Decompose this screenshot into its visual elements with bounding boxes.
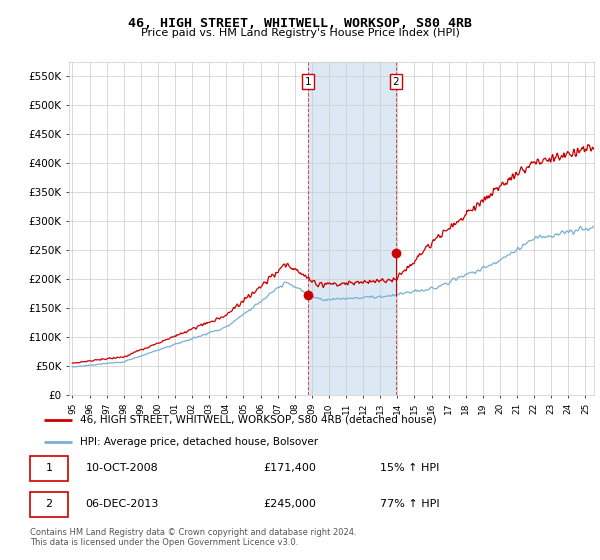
Text: 15% ↑ HPI: 15% ↑ HPI	[380, 464, 439, 473]
Text: 2: 2	[392, 77, 399, 87]
Bar	[308, 62, 396, 395]
Text: 10-OCT-2008: 10-OCT-2008	[86, 464, 158, 473]
Text: HPI: Average price, detached house, Bolsover: HPI: Average price, detached house, Bols…	[80, 437, 318, 447]
Text: £245,000: £245,000	[263, 499, 316, 509]
Text: 2: 2	[46, 499, 52, 509]
Text: 1: 1	[46, 464, 52, 473]
Text: Price paid vs. HM Land Registry's House Price Index (HPI): Price paid vs. HM Land Registry's House …	[140, 28, 460, 38]
FancyBboxPatch shape	[30, 492, 68, 517]
Text: 1: 1	[305, 77, 311, 87]
Text: 46, HIGH STREET, WHITWELL, WORKSOP, S80 4RB (detached house): 46, HIGH STREET, WHITWELL, WORKSOP, S80 …	[80, 415, 437, 425]
Text: 06-DEC-2013: 06-DEC-2013	[86, 499, 159, 509]
Text: 46, HIGH STREET, WHITWELL, WORKSOP, S80 4RB: 46, HIGH STREET, WHITWELL, WORKSOP, S80 …	[128, 17, 472, 30]
Text: Contains HM Land Registry data © Crown copyright and database right 2024.
This d: Contains HM Land Registry data © Crown c…	[30, 528, 356, 547]
Text: £171,400: £171,400	[263, 464, 316, 473]
FancyBboxPatch shape	[30, 456, 68, 481]
Text: 77% ↑ HPI: 77% ↑ HPI	[380, 499, 439, 509]
